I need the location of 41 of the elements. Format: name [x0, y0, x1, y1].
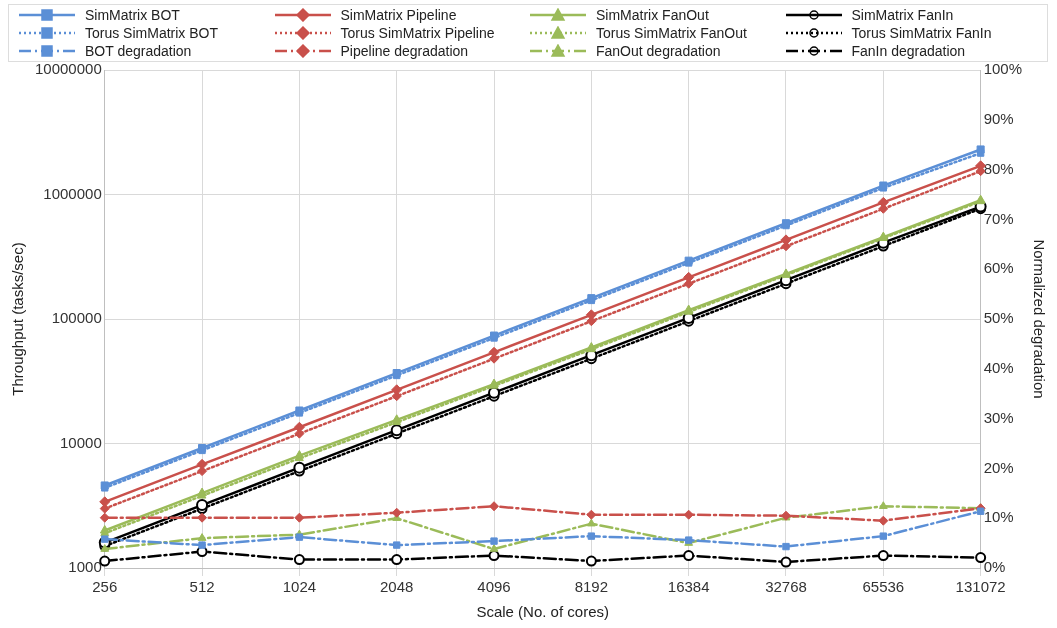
- legend-label: BOT degradation: [85, 43, 192, 59]
- y2-tick-label: 30%: [983, 408, 1014, 426]
- y-axis-title: Throughput (tasks/sec): [9, 242, 27, 396]
- x-tick-label: 4096: [477, 578, 511, 596]
- y2-tick-label: 50%: [983, 309, 1014, 327]
- y-tick-label: 1000: [68, 558, 102, 576]
- y2-tick-label: 0%: [983, 558, 1006, 576]
- legend-label: Torus SimMatrix FanIn: [851, 25, 992, 41]
- y2-tick-label: 90%: [983, 109, 1014, 127]
- y2-tick-label: 100%: [983, 60, 1023, 78]
- legend-label: Torus SimMatrix FanOut: [596, 25, 747, 41]
- x-tick-label: 16384: [667, 578, 710, 596]
- legend-label: Torus SimMatrix BOT: [85, 25, 219, 41]
- y2-tick-label: 60%: [983, 259, 1014, 277]
- x-tick-label: 512: [189, 578, 215, 596]
- legend-label: SimMatrix FanIn: [851, 7, 954, 23]
- legend-label: FanOut degradation: [596, 43, 721, 59]
- y2-tick-label: 10%: [983, 508, 1014, 526]
- legend-label: SimMatrix BOT: [85, 7, 180, 23]
- legend-label: SimMatrix FanOut: [596, 7, 709, 23]
- y2-tick-label: 40%: [983, 358, 1014, 376]
- y-tick-label: 10000000: [34, 60, 102, 78]
- y2-axis-title: Normalized degradation: [1030, 239, 1048, 399]
- x-tick-label: 32768: [765, 578, 807, 596]
- x-tick-label: 65536: [862, 578, 905, 596]
- x-tick-label: 256: [92, 578, 118, 596]
- x-tick-label: 8192: [574, 578, 609, 596]
- legend-label: Pipeline degradation: [340, 43, 469, 59]
- x-tick-label: 1024: [282, 578, 317, 596]
- y-tick-label: 100000: [51, 309, 102, 327]
- y-tick-label: 10000: [60, 433, 102, 451]
- legend-label: FanIn degradation: [851, 43, 966, 59]
- y-tick-label: 1000000: [43, 184, 102, 202]
- x-tick-label: 2048: [380, 578, 414, 596]
- x-axis-title: Scale (No. of cores): [476, 603, 609, 621]
- x-tick-label: 131072: [955, 578, 1006, 596]
- legend-label: Torus SimMatrix Pipeline: [340, 25, 495, 41]
- y2-tick-label: 80%: [983, 159, 1014, 177]
- y2-tick-label: 70%: [983, 209, 1014, 227]
- legend-label: SimMatrix Pipeline: [340, 7, 457, 23]
- y2-tick-label: 20%: [983, 458, 1014, 476]
